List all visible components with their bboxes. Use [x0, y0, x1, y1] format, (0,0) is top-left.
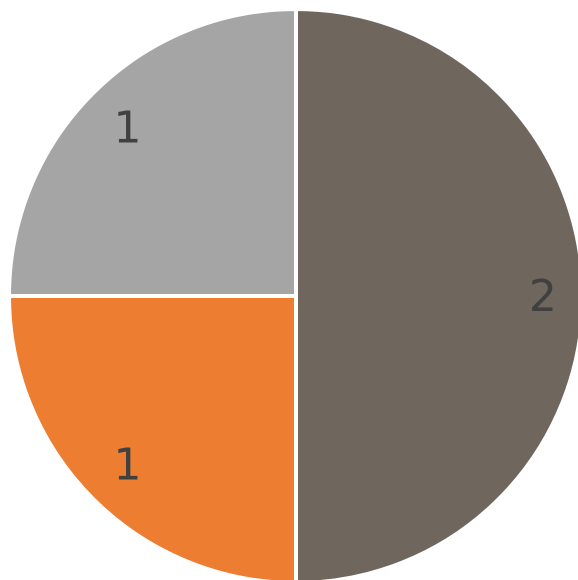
pie-slice-1	[6, 294, 298, 580]
pie-slice-2	[6, 6, 298, 298]
pie-data-label-2: 1	[114, 103, 142, 154]
pie-data-label-0: 2	[529, 271, 557, 322]
pie-data-labels: 2 1 1	[114, 103, 557, 491]
pie-data-label-1: 1	[114, 439, 142, 490]
pie-slice-0	[294, 6, 578, 580]
pie-slices	[6, 6, 578, 580]
